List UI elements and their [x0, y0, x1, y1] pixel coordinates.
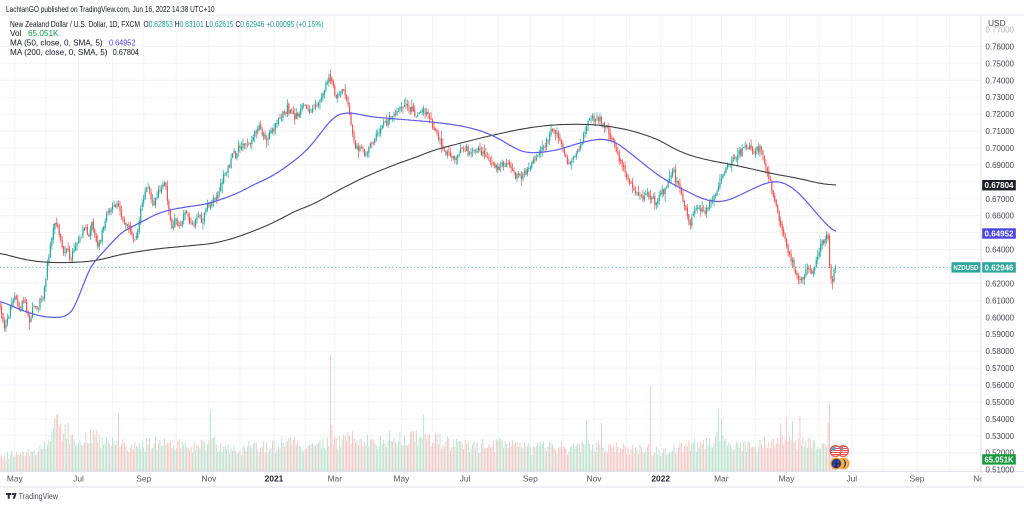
- svg-text:0.62946: 0.62946: [985, 262, 1014, 272]
- svg-text:0.55000: 0.55000: [986, 397, 1015, 407]
- svg-text:Vol: Vol: [10, 29, 22, 38]
- svg-text:Sep: Sep: [523, 473, 538, 483]
- svg-text:May: May: [7, 473, 24, 483]
- svg-text:0.70000: 0.70000: [986, 143, 1015, 153]
- svg-text:Mar: Mar: [328, 473, 343, 483]
- svg-text:Sep: Sep: [910, 473, 925, 483]
- svg-text:0.62000: 0.62000: [986, 278, 1015, 288]
- svg-text:New Zealand Dollar / U.S. Doll: New Zealand Dollar / U.S. Dollar, 1D, FX…: [10, 20, 324, 29]
- svg-text:Nov: Nov: [587, 473, 603, 483]
- svg-text:0.52000: 0.52000: [986, 448, 1015, 458]
- svg-text:0.74000: 0.74000: [986, 75, 1015, 85]
- svg-text:0.69000: 0.69000: [986, 160, 1015, 170]
- svg-text:0.71000: 0.71000: [986, 126, 1015, 136]
- svg-text:0.73000: 0.73000: [986, 92, 1015, 102]
- svg-text:MA (50, close, 0, SMA, 5): MA (50, close, 0, SMA, 5): [10, 39, 103, 48]
- svg-text:USD: USD: [988, 18, 1006, 28]
- svg-text:0.72000: 0.72000: [986, 109, 1015, 119]
- svg-text:0.67804: 0.67804: [113, 48, 140, 57]
- svg-text:0.54000: 0.54000: [986, 414, 1015, 424]
- svg-text:0.58000: 0.58000: [986, 346, 1015, 356]
- svg-text:0.64952: 0.64952: [109, 39, 136, 48]
- svg-text:MA (200, close, 0, SMA, 5): MA (200, close, 0, SMA, 5): [10, 48, 108, 57]
- svg-text:Jul: Jul: [846, 473, 857, 483]
- svg-text:May: May: [393, 473, 410, 483]
- svg-text:0.76000: 0.76000: [986, 41, 1015, 51]
- svg-text:Jul: Jul: [73, 473, 84, 483]
- svg-text:0.77000: 0.77000: [986, 25, 1015, 35]
- svg-text:0.56000: 0.56000: [986, 380, 1015, 390]
- svg-text:TradingView: TradingView: [19, 491, 59, 501]
- svg-text:0.64000: 0.64000: [986, 245, 1015, 255]
- svg-text:0.64952: 0.64952: [985, 229, 1014, 239]
- svg-text:65.051K: 65.051K: [985, 454, 1014, 464]
- svg-text:2021: 2021: [265, 473, 284, 483]
- svg-text:0.67804: 0.67804: [985, 180, 1014, 190]
- svg-text:Mar: Mar: [714, 473, 729, 483]
- svg-text:LachlanGO published on Trading: LachlanGO published on TradingView.com, …: [6, 5, 215, 14]
- svg-text:0.57000: 0.57000: [986, 363, 1015, 373]
- svg-text:0.61000: 0.61000: [986, 295, 1015, 305]
- svg-text:0.75000: 0.75000: [986, 58, 1015, 68]
- svg-text:0.66000: 0.66000: [986, 211, 1015, 221]
- svg-text:NZDUSD: NZDUSD: [953, 263, 979, 272]
- svg-text:May: May: [779, 473, 796, 483]
- svg-text:65.051K: 65.051K: [28, 29, 59, 38]
- svg-text:0.51000: 0.51000: [986, 465, 1015, 475]
- svg-text:0.53000: 0.53000: [986, 431, 1015, 441]
- svg-text:Sep: Sep: [136, 473, 151, 483]
- svg-text:2022: 2022: [651, 473, 670, 483]
- svg-text:Nov: Nov: [201, 473, 217, 483]
- svg-text:0.67000: 0.67000: [986, 194, 1015, 204]
- svg-text:Jul: Jul: [460, 473, 471, 483]
- svg-text:0.59000: 0.59000: [986, 329, 1015, 339]
- svg-text:0.60000: 0.60000: [986, 312, 1015, 322]
